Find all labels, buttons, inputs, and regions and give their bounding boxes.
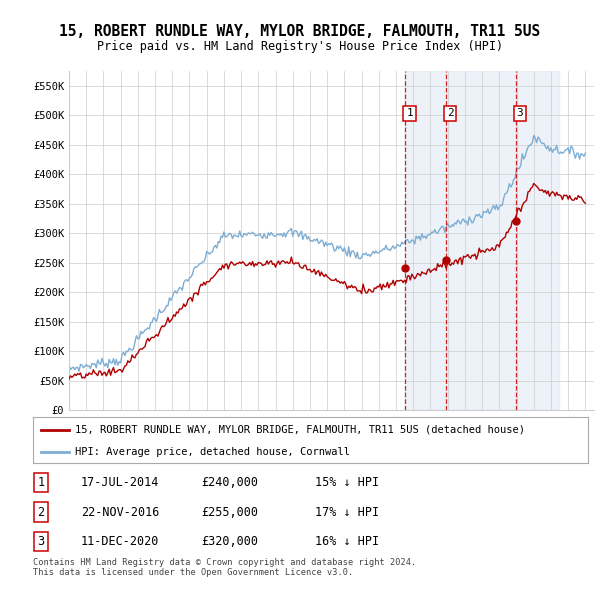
Text: 3: 3 xyxy=(517,109,523,118)
Text: 2: 2 xyxy=(447,109,454,118)
Text: 15, ROBERT RUNDLE WAY, MYLOR BRIDGE, FALMOUTH, TR11 5US (detached house): 15, ROBERT RUNDLE WAY, MYLOR BRIDGE, FAL… xyxy=(74,425,524,435)
Text: Contains HM Land Registry data © Crown copyright and database right 2024.
This d: Contains HM Land Registry data © Crown c… xyxy=(33,558,416,577)
Text: 3: 3 xyxy=(37,535,44,548)
Text: £320,000: £320,000 xyxy=(201,535,258,548)
Text: 1: 1 xyxy=(406,109,413,118)
Text: 16% ↓ HPI: 16% ↓ HPI xyxy=(315,535,379,548)
Text: 17% ↓ HPI: 17% ↓ HPI xyxy=(315,506,379,519)
Text: 11-DEC-2020: 11-DEC-2020 xyxy=(81,535,160,548)
Text: 22-NOV-2016: 22-NOV-2016 xyxy=(81,506,160,519)
Text: £240,000: £240,000 xyxy=(201,476,258,489)
Bar xyxy=(406,71,559,410)
Text: 15, ROBERT RUNDLE WAY, MYLOR BRIDGE, FALMOUTH, TR11 5US: 15, ROBERT RUNDLE WAY, MYLOR BRIDGE, FAL… xyxy=(59,24,541,38)
Text: 17-JUL-2014: 17-JUL-2014 xyxy=(81,476,160,489)
Text: 15% ↓ HPI: 15% ↓ HPI xyxy=(315,476,379,489)
Text: £255,000: £255,000 xyxy=(201,506,258,519)
Text: 2: 2 xyxy=(37,506,44,519)
Text: 1: 1 xyxy=(37,476,44,489)
Text: Price paid vs. HM Land Registry's House Price Index (HPI): Price paid vs. HM Land Registry's House … xyxy=(97,40,503,53)
Text: HPI: Average price, detached house, Cornwall: HPI: Average price, detached house, Corn… xyxy=(74,447,350,457)
